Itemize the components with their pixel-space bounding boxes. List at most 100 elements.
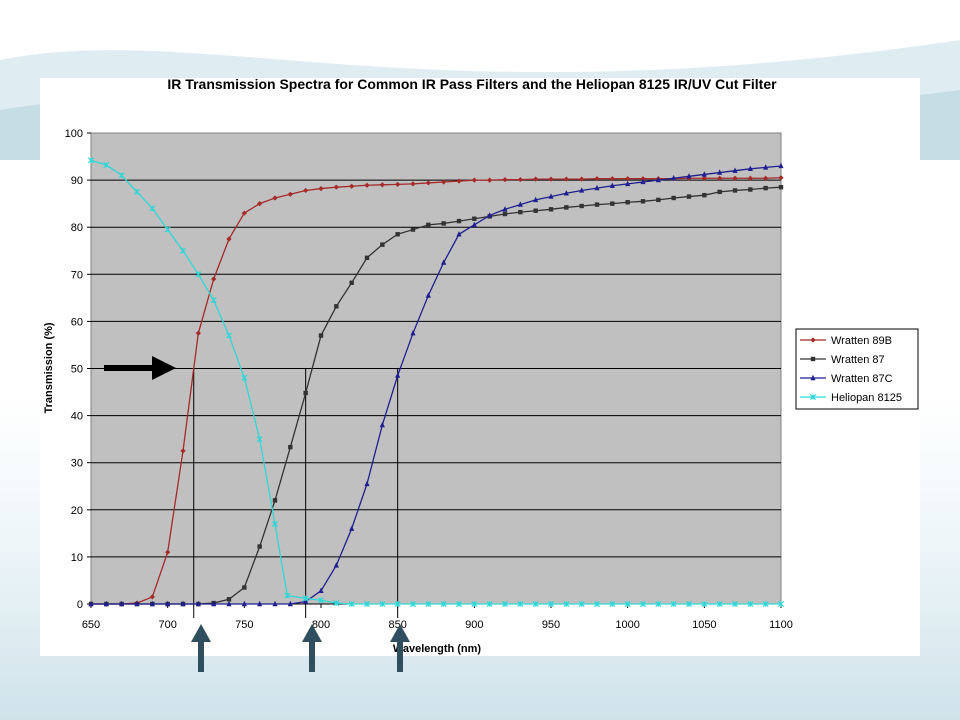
y-tick-label: 50 — [71, 364, 83, 376]
data-point — [655, 600, 662, 608]
data-point — [487, 212, 493, 218]
legend-label: Heliopan 8125 — [831, 392, 902, 404]
data-point — [640, 178, 646, 185]
data-point — [303, 390, 308, 396]
data-point — [686, 173, 692, 179]
legend-label: Wratten 87C — [831, 373, 893, 385]
data-point — [777, 600, 785, 608]
data-point — [763, 185, 768, 191]
data-point — [257, 544, 262, 549]
data-point — [701, 171, 707, 177]
data-point — [179, 247, 187, 254]
series-line-heliopan-8125 — [90, 159, 781, 605]
data-point — [609, 600, 616, 608]
data-point — [441, 179, 447, 185]
data-point — [226, 600, 232, 607]
data-point — [349, 525, 355, 531]
legend-box — [795, 328, 919, 410]
data-point — [625, 200, 630, 205]
y-axis-title: Transmission (%) — [43, 322, 55, 413]
data-point — [287, 191, 293, 197]
data-point — [747, 165, 753, 171]
data-point — [180, 600, 186, 607]
data-point — [456, 231, 462, 237]
data-point — [349, 183, 355, 189]
data-point — [441, 221, 446, 226]
y-tick-label: 40 — [71, 411, 83, 423]
data-point — [380, 242, 385, 247]
series-line-wratten-87c — [91, 165, 782, 605]
legend-label: Wratten 89B — [831, 335, 892, 347]
data-point — [364, 182, 370, 188]
data-point — [564, 205, 569, 210]
data-point — [303, 187, 309, 194]
data-point — [441, 259, 447, 265]
data-point — [410, 181, 416, 187]
y-tick-label: 10 — [71, 552, 83, 564]
data-point — [241, 600, 247, 607]
data-point — [701, 175, 707, 181]
y-tick-label: 30 — [71, 458, 83, 470]
series-wratten-87c — [88, 162, 784, 607]
data-point — [472, 216, 477, 221]
data-point — [563, 600, 570, 608]
legend-item: Wratten 87 — [800, 354, 885, 366]
data-point — [226, 597, 232, 602]
data-point — [394, 600, 401, 608]
data-point — [686, 194, 692, 199]
data-point — [410, 227, 416, 232]
data-point — [778, 162, 784, 169]
data-point — [563, 176, 569, 182]
data-point — [395, 181, 401, 187]
data-point — [88, 600, 94, 607]
data-point — [119, 600, 125, 607]
data-point — [487, 177, 493, 183]
y-tick-label: 70 — [71, 269, 83, 281]
data-point — [379, 421, 385, 428]
data-point — [533, 196, 539, 203]
data-point — [241, 210, 247, 216]
x-tick-label: 800 — [312, 619, 330, 631]
data-point — [656, 197, 661, 203]
data-point — [363, 600, 371, 608]
y-tick-label: 80 — [71, 222, 83, 234]
data-point — [333, 562, 339, 568]
data-point — [716, 600, 723, 608]
data-point — [778, 184, 784, 190]
data-point — [670, 600, 677, 608]
data-point — [456, 218, 462, 224]
data-point — [302, 595, 309, 602]
data-point — [732, 175, 738, 181]
y-tick-label: 60 — [71, 316, 83, 328]
data-point — [87, 157, 95, 164]
data-point — [333, 184, 339, 190]
data-point — [486, 600, 493, 608]
data-point — [395, 372, 401, 378]
data-point — [103, 600, 109, 607]
grid-lines — [91, 179, 781, 558]
y-axis-ticks: 0 10 20 30 40 50 60 70 80 90 100 — [65, 128, 91, 611]
data-point — [763, 164, 769, 170]
data-point — [271, 520, 279, 527]
data-point — [778, 175, 784, 181]
data-point — [410, 329, 416, 336]
horizontal-arrow-head-icon — [152, 356, 176, 380]
data-point — [685, 600, 693, 608]
x-tick-label: 700 — [158, 619, 176, 631]
data-point — [195, 330, 201, 336]
data-point — [579, 176, 585, 182]
data-point — [272, 600, 278, 607]
data-point — [134, 600, 140, 607]
data-point — [717, 189, 722, 195]
x-axis-title: Wavelength (nm) — [393, 643, 482, 655]
data-point — [103, 162, 110, 169]
data-point — [284, 592, 291, 599]
data-point — [288, 444, 293, 450]
data-point — [242, 585, 247, 590]
x-axis-ticks: 650 700 750 800 850 900 950 1000 1050 1100 — [82, 603, 793, 631]
x-tick-label: 1050 — [692, 619, 716, 631]
x-tick-label: 1000 — [615, 619, 639, 631]
data-point — [257, 201, 263, 207]
x-tick-label: 650 — [82, 619, 100, 631]
